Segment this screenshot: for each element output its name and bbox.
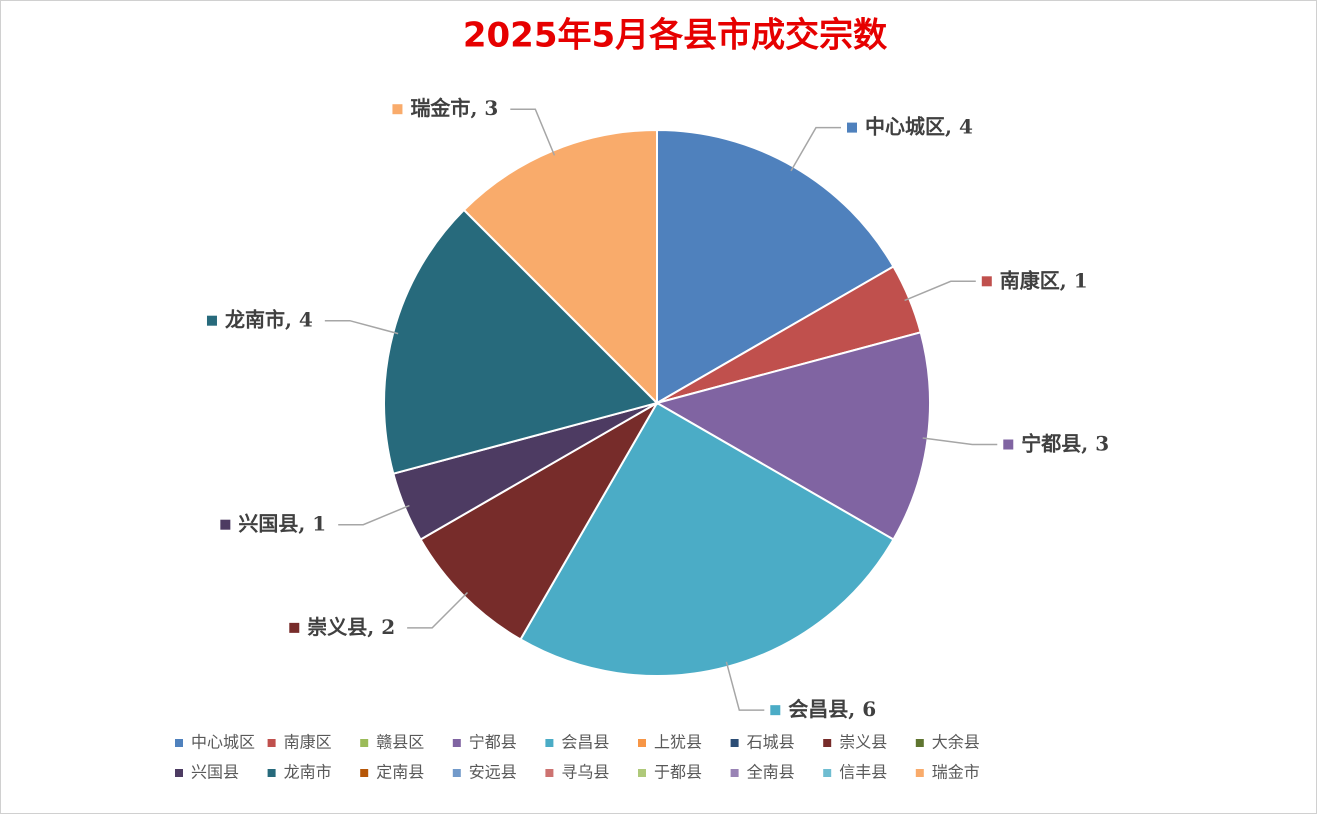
legend-label: 会昌县 bbox=[561, 733, 609, 752]
legend-label: 崇义县 bbox=[839, 733, 887, 752]
label-value: 3 bbox=[484, 96, 498, 120]
label-category: 中心城区 bbox=[865, 114, 945, 138]
legend-label: 上犹县 bbox=[654, 733, 702, 752]
legend-marker bbox=[823, 739, 832, 747]
data-label: 兴国县, 1 bbox=[238, 511, 326, 535]
legend-marker bbox=[823, 769, 832, 777]
legend-label: 大余县 bbox=[932, 733, 980, 752]
legend-label: 寻乌县 bbox=[561, 763, 609, 782]
leader-line bbox=[407, 591, 469, 629]
legend-label: 宁都县 bbox=[469, 733, 517, 752]
label-marker bbox=[847, 122, 857, 133]
leader-line bbox=[338, 504, 410, 526]
label-category: 龙南市 bbox=[225, 307, 285, 331]
legend-label: 石城县 bbox=[747, 733, 795, 752]
legend-marker bbox=[730, 739, 739, 747]
legend-marker bbox=[360, 739, 369, 747]
label-category: 崇义县 bbox=[307, 614, 367, 638]
legend-marker bbox=[452, 769, 461, 777]
legend-label: 于都县 bbox=[654, 763, 702, 782]
label-sep: , bbox=[945, 114, 959, 138]
leader-line bbox=[324, 319, 399, 335]
label-sep: , bbox=[298, 511, 312, 535]
chart-title: 2025年5月各县市成交宗数 bbox=[463, 16, 887, 56]
label-value: 3 bbox=[1095, 431, 1109, 455]
leader-line bbox=[510, 108, 556, 156]
legend-label: 定南县 bbox=[376, 763, 424, 782]
label-sep: , bbox=[367, 614, 381, 638]
legend-marker bbox=[638, 769, 646, 777]
legend-marker bbox=[545, 739, 554, 747]
data-label: 会昌县, 6 bbox=[788, 697, 876, 721]
legend-marker bbox=[452, 739, 461, 747]
legend-label: 南康区 bbox=[284, 733, 332, 752]
label-marker bbox=[206, 315, 217, 326]
label-category: 瑞金市 bbox=[410, 96, 470, 120]
label-category: 兴国县 bbox=[238, 511, 298, 535]
legend-label: 瑞金市 bbox=[932, 763, 980, 782]
data-label: 中心城区, 4 bbox=[865, 114, 973, 138]
label-value: 6 bbox=[862, 697, 876, 721]
legend-marker bbox=[915, 769, 924, 777]
label-value: 1 bbox=[1074, 268, 1088, 292]
legend-label: 安远县 bbox=[469, 763, 517, 782]
label-marker bbox=[289, 622, 300, 633]
legend-label: 中心城区 bbox=[191, 733, 255, 752]
label-marker bbox=[220, 519, 231, 530]
legend-marker bbox=[360, 769, 369, 777]
legend-label: 龙南市 bbox=[284, 763, 332, 782]
legend-marker bbox=[267, 739, 276, 747]
legend-marker bbox=[730, 769, 739, 777]
label-marker bbox=[981, 276, 992, 287]
legend-label: 兴国县 bbox=[191, 763, 239, 782]
label-sep: , bbox=[1081, 431, 1095, 455]
label-value: 4 bbox=[959, 114, 973, 138]
label-value: 4 bbox=[299, 307, 313, 331]
label-sep: , bbox=[285, 307, 299, 331]
label-category: 宁都县 bbox=[1021, 431, 1081, 455]
label-marker bbox=[1003, 439, 1014, 450]
data-label: 南康区, 1 bbox=[1000, 268, 1088, 292]
label-category: 会昌县 bbox=[788, 697, 848, 721]
label-category: 南康区 bbox=[1000, 268, 1060, 292]
legend-marker bbox=[638, 739, 646, 747]
data-label: 崇义县, 2 bbox=[307, 614, 395, 638]
legend-label: 全南县 bbox=[747, 763, 795, 782]
legend-marker bbox=[915, 739, 924, 747]
leader-line bbox=[922, 437, 998, 446]
leader-line bbox=[790, 126, 841, 172]
legend-label: 赣县区 bbox=[376, 733, 424, 752]
label-value: 1 bbox=[312, 511, 326, 535]
label-marker bbox=[392, 104, 403, 115]
leader-line bbox=[725, 661, 765, 711]
legend-marker bbox=[545, 769, 554, 777]
data-label: 龙南市, 4 bbox=[225, 307, 313, 331]
data-label: 瑞金市, 3 bbox=[410, 96, 498, 120]
legend-label: 信丰县 bbox=[839, 763, 887, 782]
leader-line bbox=[904, 280, 976, 302]
label-sep: , bbox=[848, 697, 862, 721]
label-marker bbox=[770, 705, 781, 716]
legend-marker bbox=[175, 739, 183, 747]
label-sep: , bbox=[1060, 268, 1074, 292]
legend-marker bbox=[267, 769, 276, 777]
data-label: 宁都县, 3 bbox=[1021, 431, 1109, 455]
legend-marker bbox=[175, 769, 183, 777]
label-value: 2 bbox=[381, 614, 395, 638]
label-sep: , bbox=[470, 96, 484, 120]
